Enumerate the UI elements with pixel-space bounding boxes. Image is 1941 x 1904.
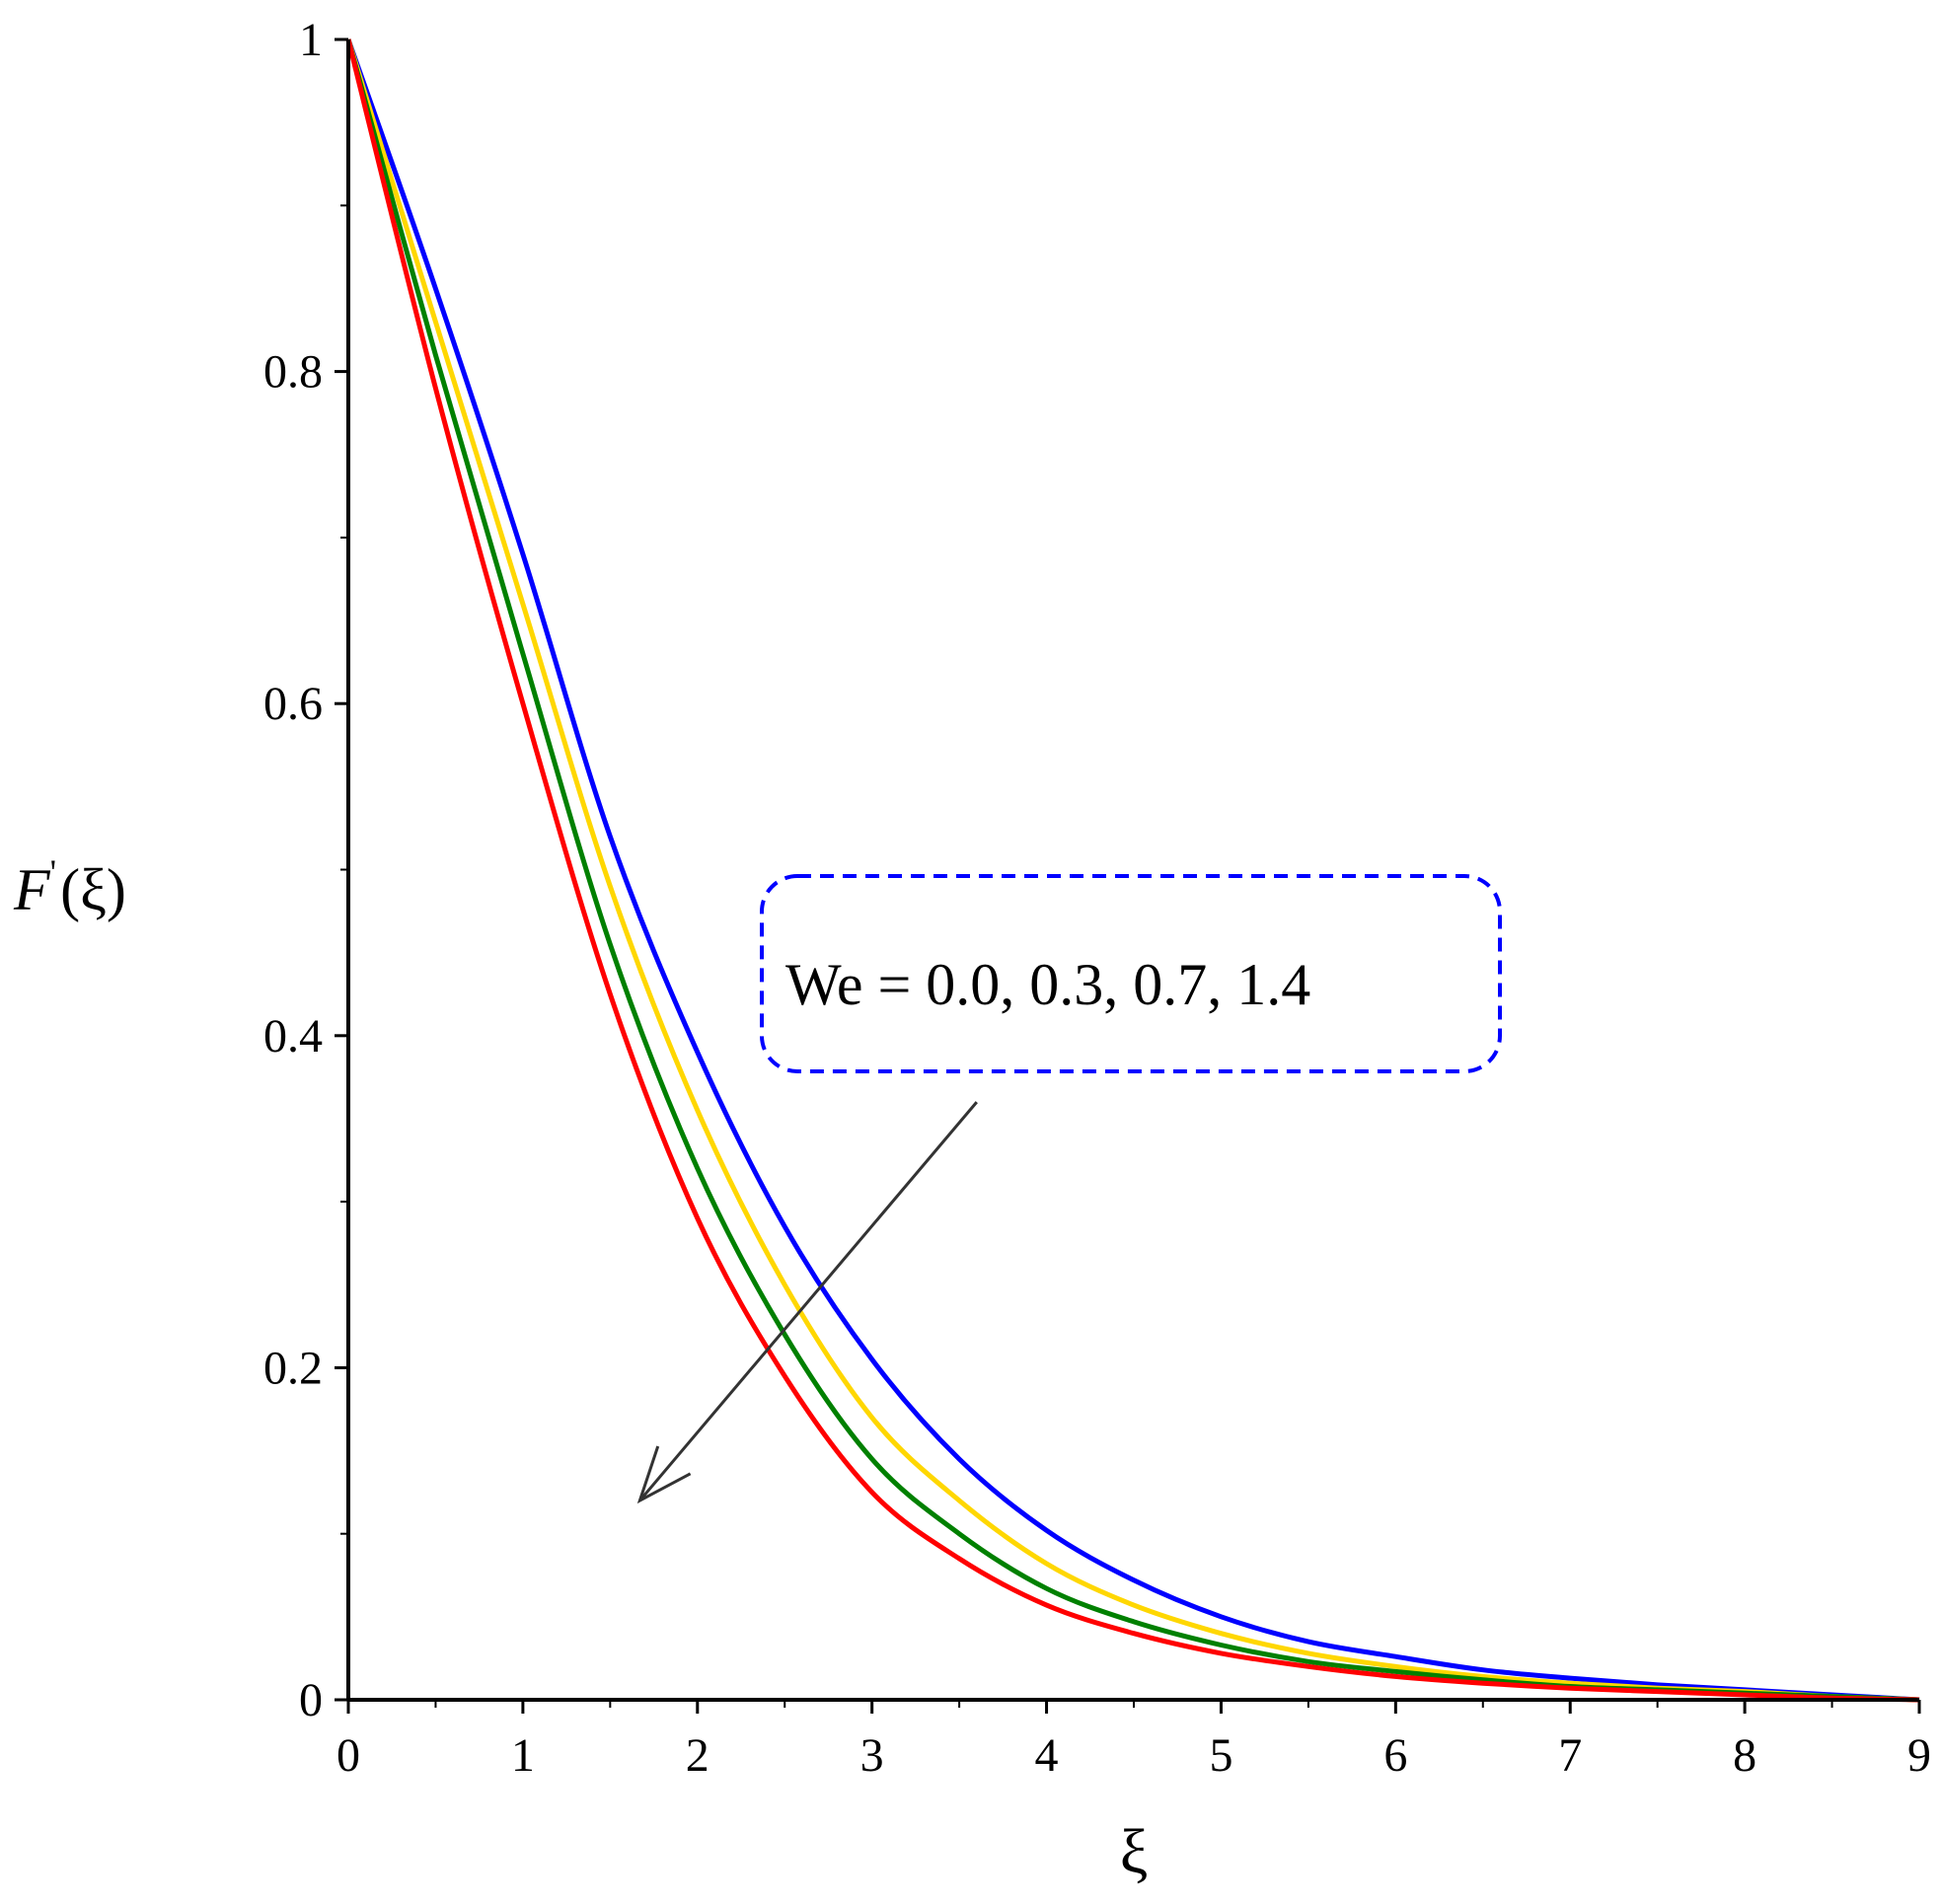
series-line-1 (345, 38, 1920, 1703)
series-layer (345, 38, 1920, 1703)
y-axis-label-close: ) (107, 857, 126, 922)
y-tick-label: 0.8 (263, 346, 323, 399)
annotation-box (760, 874, 1502, 1073)
annotation-text: We = 0.0, 0.3, 0.7, 1.4 (785, 952, 1310, 1017)
annotation: We = 0.0, 0.3, 0.7, 1.4 (636, 874, 1502, 1504)
y-tick-label: 0.2 (263, 1342, 323, 1394)
x-tick-label: 9 (1907, 1729, 1931, 1782)
annotation-arrowhead (636, 1445, 692, 1504)
y-axis-label: F'(ξ) (13, 852, 126, 922)
series-line-3 (345, 38, 1920, 1703)
x-tick-label: 1 (511, 1729, 535, 1782)
y-axis-label-open: ( (60, 857, 80, 922)
x-axis-label: ξ (1120, 1816, 1149, 1886)
y-tick-label: 1 (299, 14, 323, 66)
y-axis-label-main: F (13, 857, 51, 922)
x-tick-label: 5 (1209, 1729, 1232, 1782)
y-axis-label-prime: ' (50, 852, 57, 892)
series-line-4 (345, 38, 1920, 1703)
y-tick-label: 0 (299, 1674, 323, 1726)
y-tick-label: 0.6 (263, 678, 323, 730)
x-tick-label: 7 (1558, 1729, 1582, 1782)
x-tick-label: 8 (1733, 1729, 1756, 1782)
annotation-arrow (638, 1101, 978, 1502)
x-tick-label: 0 (336, 1729, 360, 1782)
x-tick-label: 4 (1035, 1729, 1059, 1782)
x-tick-label: 2 (686, 1729, 709, 1782)
ticks-layer: 0 1 2 3 4 5 6 7 8 9 0 0.2 0.4 0.6 0.8 1 (263, 14, 1931, 1782)
series-line-2 (345, 38, 1920, 1703)
x-tick-label: 6 (1383, 1729, 1407, 1782)
y-tick-label: 0.4 (263, 1010, 323, 1062)
y-axis-label-var: ξ (80, 857, 107, 922)
x-tick-label: 3 (860, 1729, 884, 1782)
